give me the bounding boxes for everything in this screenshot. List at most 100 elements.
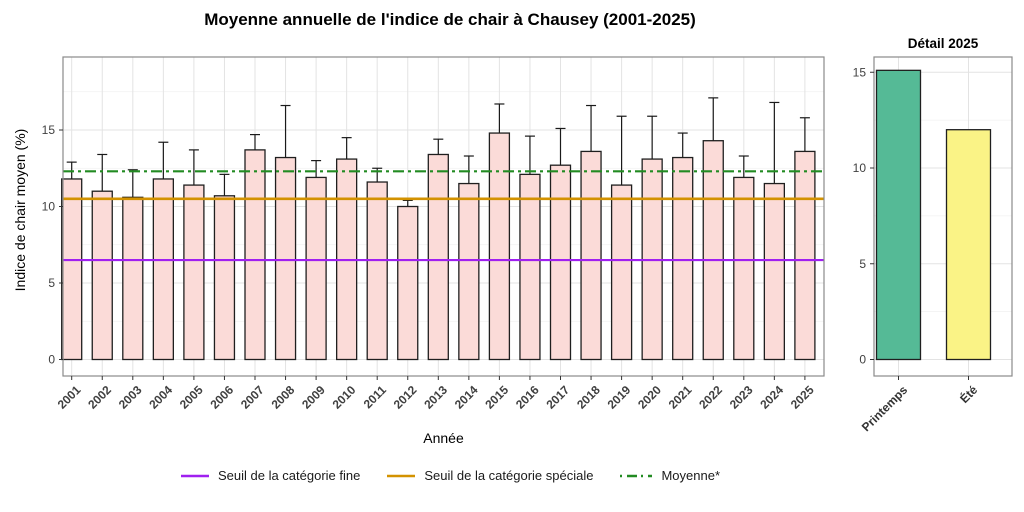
bar-2003 xyxy=(122,196,144,361)
x-tick-label-group: 2022 xyxy=(696,383,725,412)
bar-2011 xyxy=(366,181,388,361)
x-tick-label-group: 2007 xyxy=(238,383,267,412)
x-tick-label-2001: 2001 xyxy=(55,383,84,412)
x-tick-label-group: 2017 xyxy=(543,383,572,412)
x-tick-label-2015: 2015 xyxy=(482,383,511,412)
x-tick-label-group: 2016 xyxy=(513,383,542,412)
bar-2005 xyxy=(183,184,205,361)
x-tick-label-group: Été xyxy=(956,382,980,406)
x-tick-label-group: 2001 xyxy=(55,383,84,412)
x-tick-label-2019: 2019 xyxy=(605,383,634,412)
x-tick-label-group: 2012 xyxy=(391,383,420,412)
bar-2002 xyxy=(91,190,113,361)
x-tick-label-2010: 2010 xyxy=(330,383,359,412)
x-tick-label-2006: 2006 xyxy=(207,383,236,412)
x-tick-label-2002: 2002 xyxy=(85,383,114,412)
x-tick-label-group: 2021 xyxy=(666,383,695,412)
x-tick-label-group: 2003 xyxy=(116,383,145,412)
x-tick-label-2014: 2014 xyxy=(452,383,481,412)
legend: Seuil de la catégorie fine Seuil de la c… xyxy=(0,468,900,483)
x-tick-label-2003: 2003 xyxy=(116,383,145,412)
x-tick-label-group: 2014 xyxy=(452,383,481,412)
x-tick-label-2020: 2020 xyxy=(635,383,664,412)
x-tick-label-2012: 2012 xyxy=(391,383,420,412)
x-tick-label-group: 2025 xyxy=(788,383,817,412)
legend-label-fine: Seuil de la catégorie fine xyxy=(217,468,361,483)
legend-item-fine: Seuil de la catégorie fine xyxy=(180,468,360,483)
x-tick-label-2016: 2016 xyxy=(513,383,542,412)
x-tick-label-group: 2005 xyxy=(177,383,206,412)
bar-2013 xyxy=(427,153,449,361)
x-tick-label-2005: 2005 xyxy=(177,383,206,412)
bar-2025 xyxy=(794,150,816,361)
legend-swatch-moyenne-line xyxy=(620,474,653,477)
legend-label-moyenne: Moyenne* xyxy=(661,468,721,483)
bar-2021 xyxy=(672,156,694,361)
y-tick-label: 10 xyxy=(42,200,56,214)
x-tick-label-group: 2006 xyxy=(207,383,236,412)
detail-chart-title: Détail 2025 xyxy=(907,36,979,51)
x-tick-label-2007: 2007 xyxy=(238,383,267,412)
x-tick-label-2022: 2022 xyxy=(696,383,725,412)
y-tick-label: 15 xyxy=(42,123,56,137)
x-tick-label-2024: 2024 xyxy=(757,383,786,412)
x-tick-label-group: 2023 xyxy=(727,383,756,412)
bar-2007 xyxy=(244,149,266,361)
x-tick-label-group: Printemps xyxy=(859,383,911,435)
chart-title: Moyenne annuelle de l'indice de chair à … xyxy=(204,10,696,29)
legend-item-moyenne: Moyenne* xyxy=(619,468,720,483)
bar-Été xyxy=(945,129,992,361)
y-tick-label: 0 xyxy=(48,353,55,367)
y-tick-label: 10 xyxy=(853,161,867,175)
bar-Printemps xyxy=(875,69,922,361)
y-tick-label: 5 xyxy=(859,257,866,271)
detail-chart-panel-border xyxy=(873,56,1013,377)
x-tick-label-2025: 2025 xyxy=(788,383,817,412)
bar-2006 xyxy=(213,195,236,361)
bar-2023 xyxy=(733,176,755,361)
x-tick-label-2013: 2013 xyxy=(421,383,450,412)
x-tick-label-group: 2010 xyxy=(330,383,359,412)
x-tick-label-2017: 2017 xyxy=(543,383,572,412)
bar-2001 xyxy=(61,178,83,361)
x-axis-title: Année xyxy=(423,430,464,446)
x-tick-label-group: 2011 xyxy=(361,383,390,412)
detail-chart-panel: 0 5 10 15 Printemps Été xyxy=(853,56,1013,435)
x-tick-label-group: 2004 xyxy=(146,383,175,412)
x-tick-label-2009: 2009 xyxy=(299,383,328,412)
bar-2022 xyxy=(702,140,724,361)
x-tick-label-group: 2020 xyxy=(635,383,664,412)
y-tick-label: 15 xyxy=(853,65,867,79)
bar-2019 xyxy=(610,184,633,361)
x-tick-label-2008: 2008 xyxy=(269,383,298,412)
y-tick-label: 0 xyxy=(859,353,866,367)
x-tick-label-group: 2018 xyxy=(574,383,603,412)
x-tick-label-group: 2019 xyxy=(605,383,634,412)
x-tick-label-group: 2024 xyxy=(757,383,786,412)
bar-2016 xyxy=(519,173,541,361)
x-tick-label-2004: 2004 xyxy=(146,383,175,412)
bar-2004 xyxy=(152,178,175,361)
legend-swatch-fine-line xyxy=(180,474,209,477)
y-axis-title: Indice de chair moyen (%) xyxy=(12,128,28,292)
bar-2014 xyxy=(458,182,480,361)
x-tick-label-group: 2015 xyxy=(482,383,511,412)
bar-2009 xyxy=(305,176,327,361)
main-chart-panel-border xyxy=(62,56,825,377)
x-tick-label-2018: 2018 xyxy=(574,383,603,412)
bar-2008 xyxy=(274,156,297,361)
bar-2018 xyxy=(580,150,602,361)
bar-2017 xyxy=(549,164,572,361)
bar-2012 xyxy=(397,205,419,361)
x-tick-label-2023: 2023 xyxy=(727,383,756,412)
legend-swatch-speciale-line xyxy=(387,474,416,477)
x-tick-label-2011: 2011 xyxy=(361,383,390,412)
bar-2024 xyxy=(763,182,785,361)
x-tick-label-group: 2008 xyxy=(269,383,298,412)
legend-label-speciale: Seuil de la catégorie spéciale xyxy=(424,468,594,483)
x-tick-label-group: 2002 xyxy=(85,383,114,412)
x-tick-label-Été: Été xyxy=(956,382,980,406)
